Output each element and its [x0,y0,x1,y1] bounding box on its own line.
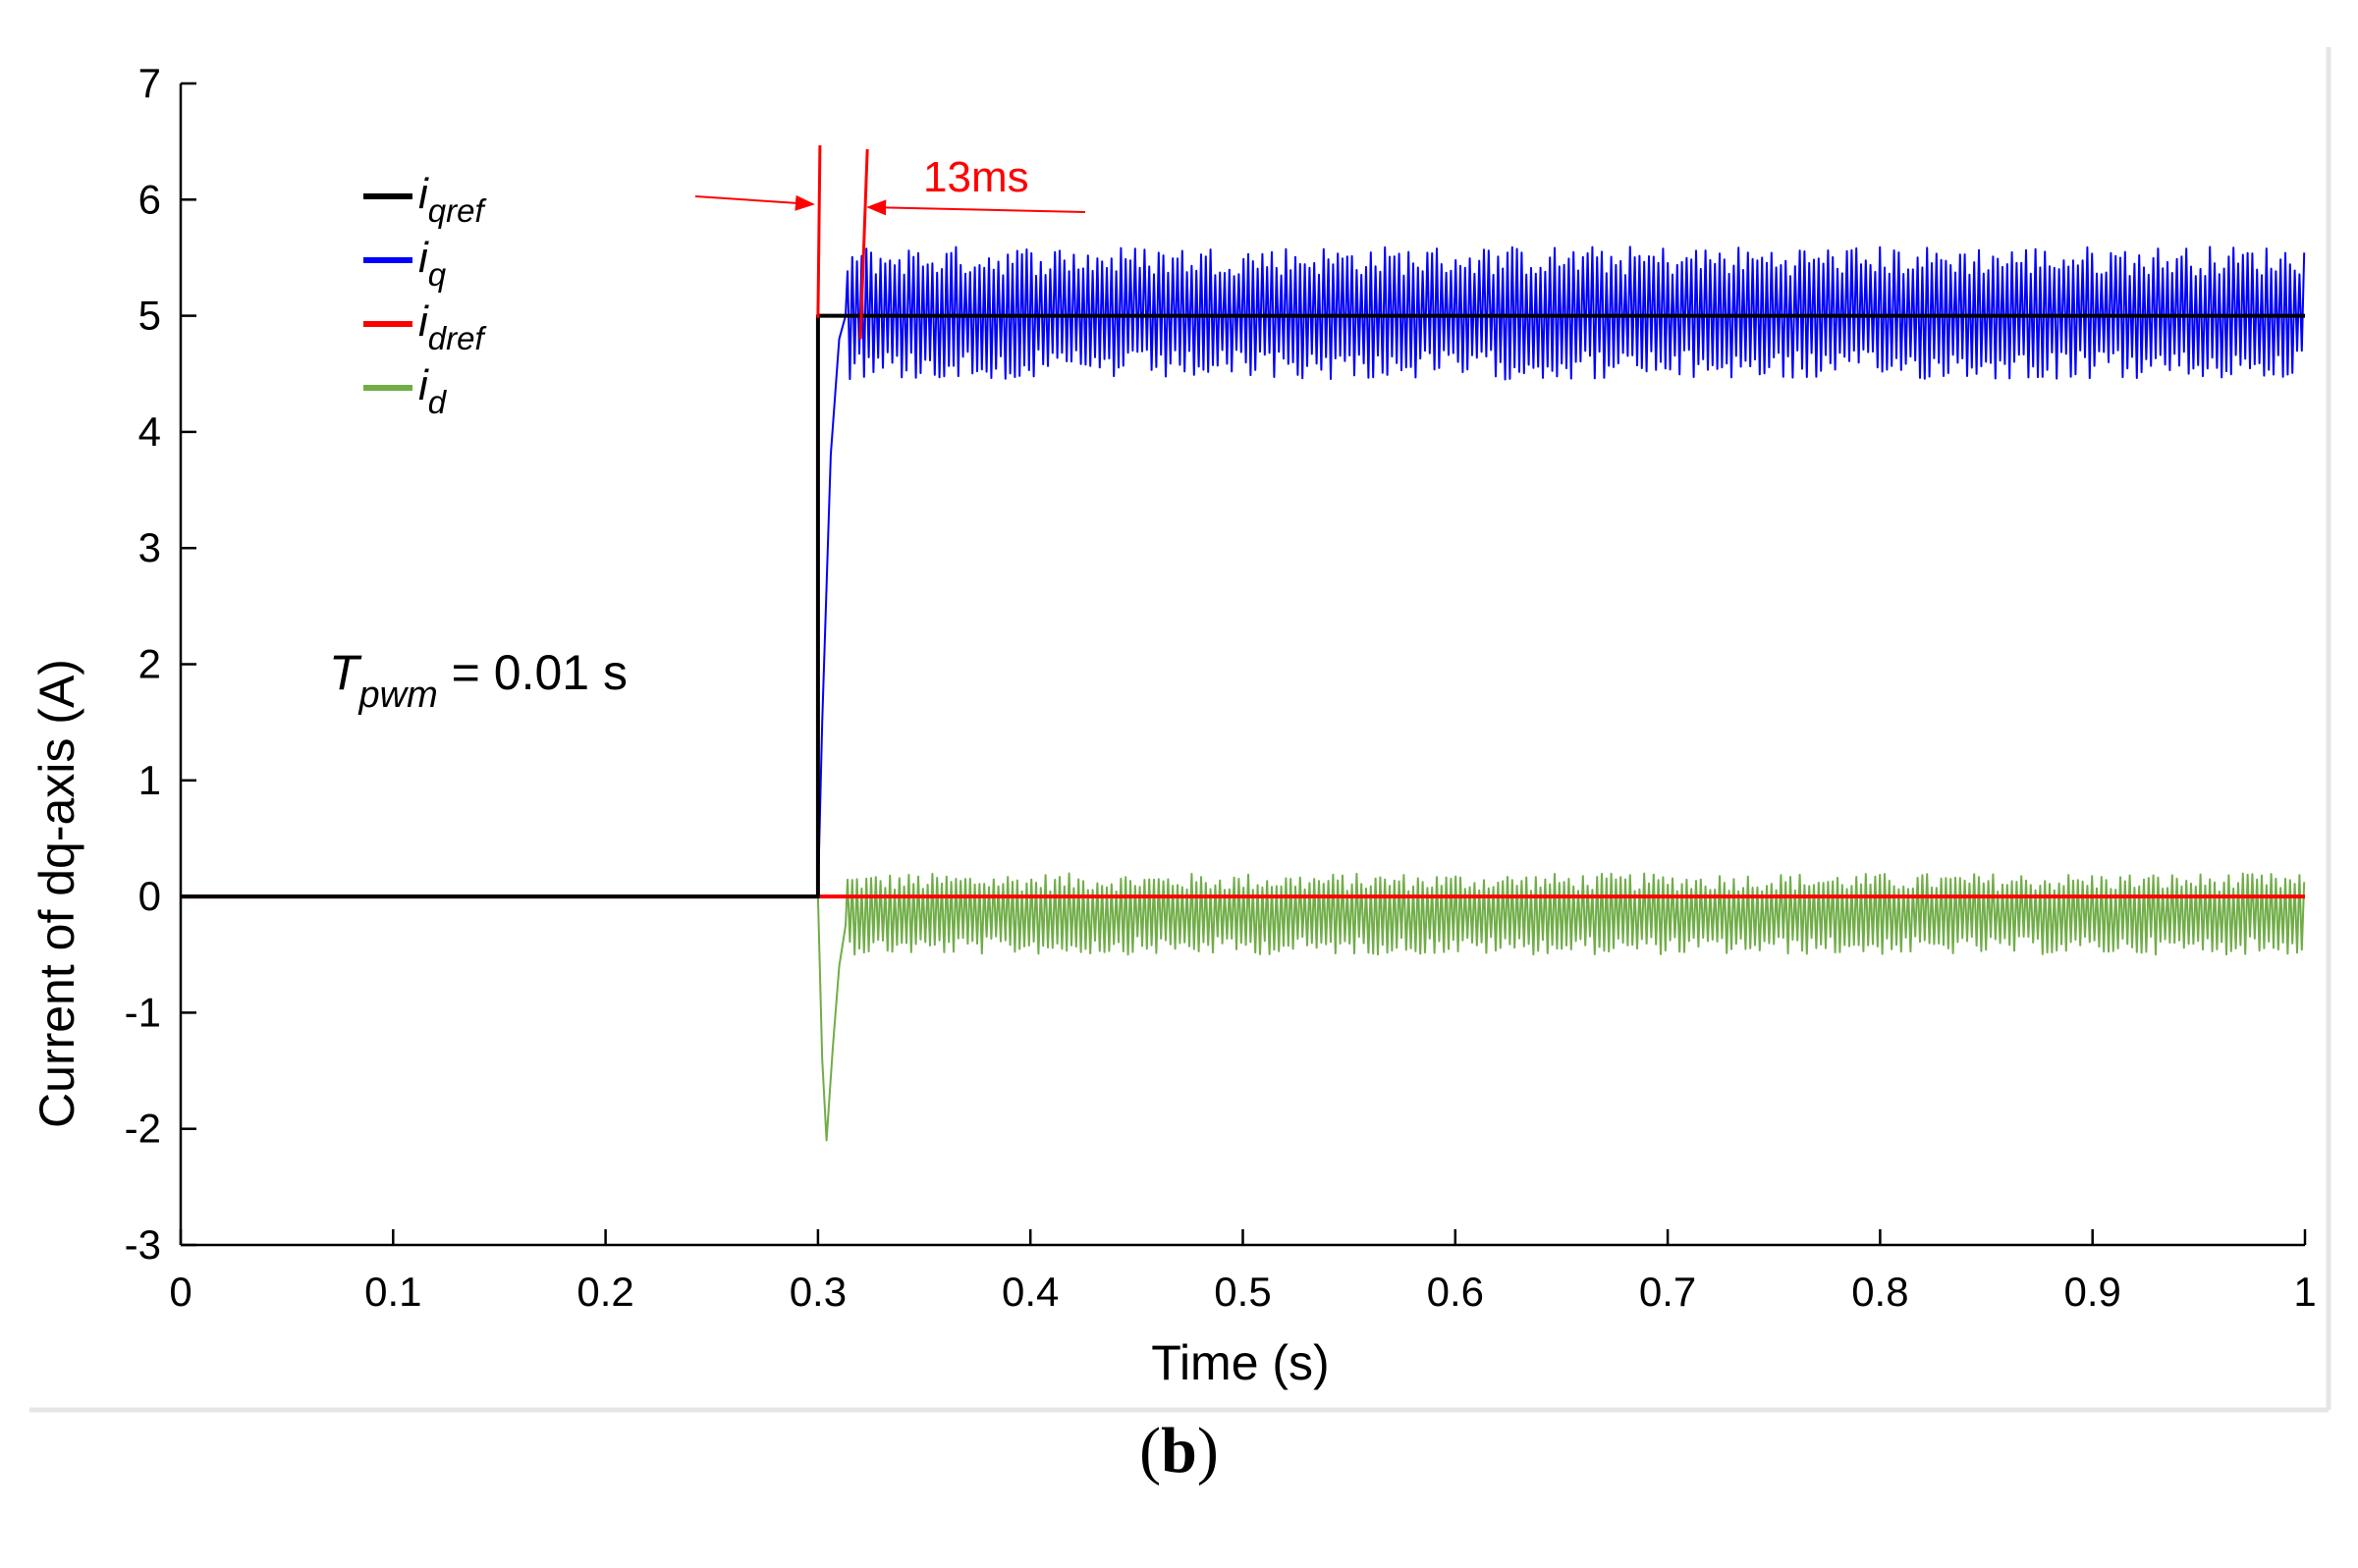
y-tick-labels: -3 -2 -1 0 1 2 3 4 5 6 7 [125,60,161,1268]
legend-subscript: dref [428,320,488,356]
pwm-symbol: T [329,645,362,700]
x-tick-labels: 0 0.1 0.2 0.3 0.4 0.5 0.6 0.7 0.8 0.9 1 [169,1269,2316,1315]
legend-label-i-d: id [418,361,448,420]
x-tick-label: 0.9 [2064,1269,2121,1315]
response-time-label: 13ms [923,153,1029,201]
y-tick-label: 7 [138,60,161,106]
response-time-annotation [694,144,1086,340]
y-tick-label: 4 [138,408,161,455]
left-arrow [694,194,815,211]
y-tick-label: -2 [125,1106,161,1152]
figure-frame [29,47,2331,1413]
x-tick-label: 0.5 [1214,1269,1271,1315]
legend-label-i-q: iq [418,234,447,293]
x-tick-label: 1 [2293,1269,2316,1315]
series-i-d [181,872,2306,1142]
response-start-marker [816,144,822,318]
pwm-value: = 0.01 s [438,645,628,700]
x-tick-label: 0 [169,1269,192,1315]
legend-label-i-qref: iqref [418,170,487,229]
right-arrow [866,199,1086,216]
y-tick-label: 5 [138,293,161,339]
y-tick-label: 1 [138,757,161,803]
legend-subscript: d [428,384,448,420]
panel-open-paren: ( [1139,1415,1162,1487]
legend-label-i-dref: idref [418,297,487,356]
legend-symbol: i [418,297,429,346]
x-tick-label: 0.2 [576,1269,633,1315]
x-tick-label: 0.4 [1002,1269,1059,1315]
axes [179,81,2307,1247]
y-tick-label: 3 [138,524,161,570]
y-tick-label: 0 [138,873,161,919]
response-end-marker [858,148,869,340]
y-tick-label: 6 [138,176,161,222]
series-group [181,245,2306,1142]
legend-subscript: q [428,256,447,293]
x-tick-label: 0.1 [364,1269,421,1315]
pwm-subscript: pwm [358,675,438,716]
y-tick-label: 2 [138,641,161,687]
series-i-qref [181,313,2305,899]
legend-symbol: i [418,361,429,409]
pwm-period-note: Tpwm = 0.01 s [329,645,628,716]
x-tick-label: 0.6 [1427,1269,1484,1315]
x-tick-label: 0.7 [1639,1269,1696,1315]
legend-subscript: qref [428,192,488,229]
series-i-q [181,245,2306,898]
legend-symbol: i [418,234,429,282]
panel-close-paren: ) [1196,1415,1219,1487]
panel-label: (b) [0,1414,2358,1488]
x-tick-label: 0.8 [1851,1269,1908,1315]
panel-letter: b [1161,1415,1197,1487]
y-tick-label: -3 [125,1221,161,1268]
y-tick-label: -1 [125,989,161,1035]
x-axis-title: Time (s) [1151,1335,1329,1390]
x-tick-label: 0.3 [790,1269,847,1315]
legend-symbol: i [418,170,429,218]
y-axis-title: Current of dq-axis (A) [29,659,84,1128]
